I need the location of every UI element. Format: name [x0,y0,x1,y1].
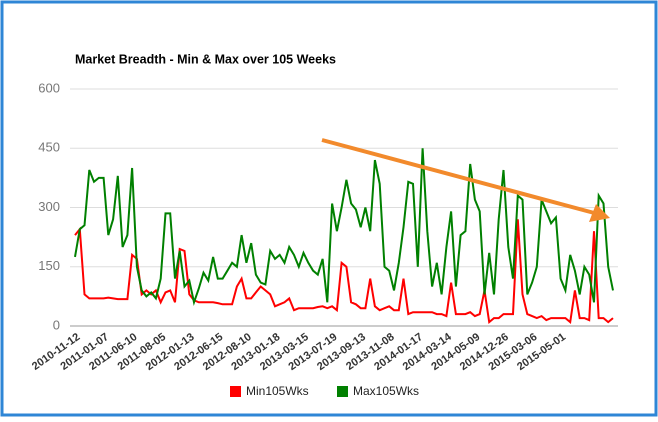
legend-label: Min105Wks [246,384,309,398]
series-line [74,148,614,306]
y-tick-label: 150 [38,258,60,273]
legend-swatch [230,386,241,397]
y-tick-label: 300 [38,199,60,214]
trend-arrow [321,138,610,222]
legend-label: Max105Wks [353,384,419,398]
y-tick-label: 0 [53,317,60,332]
y-tick-label: 450 [38,140,60,155]
series-line [74,219,614,325]
legend-swatch [337,386,348,397]
y-tick-label: 600 [38,80,60,95]
chart-title: Market Breadth - Min & Max over 105 Week… [75,52,336,66]
